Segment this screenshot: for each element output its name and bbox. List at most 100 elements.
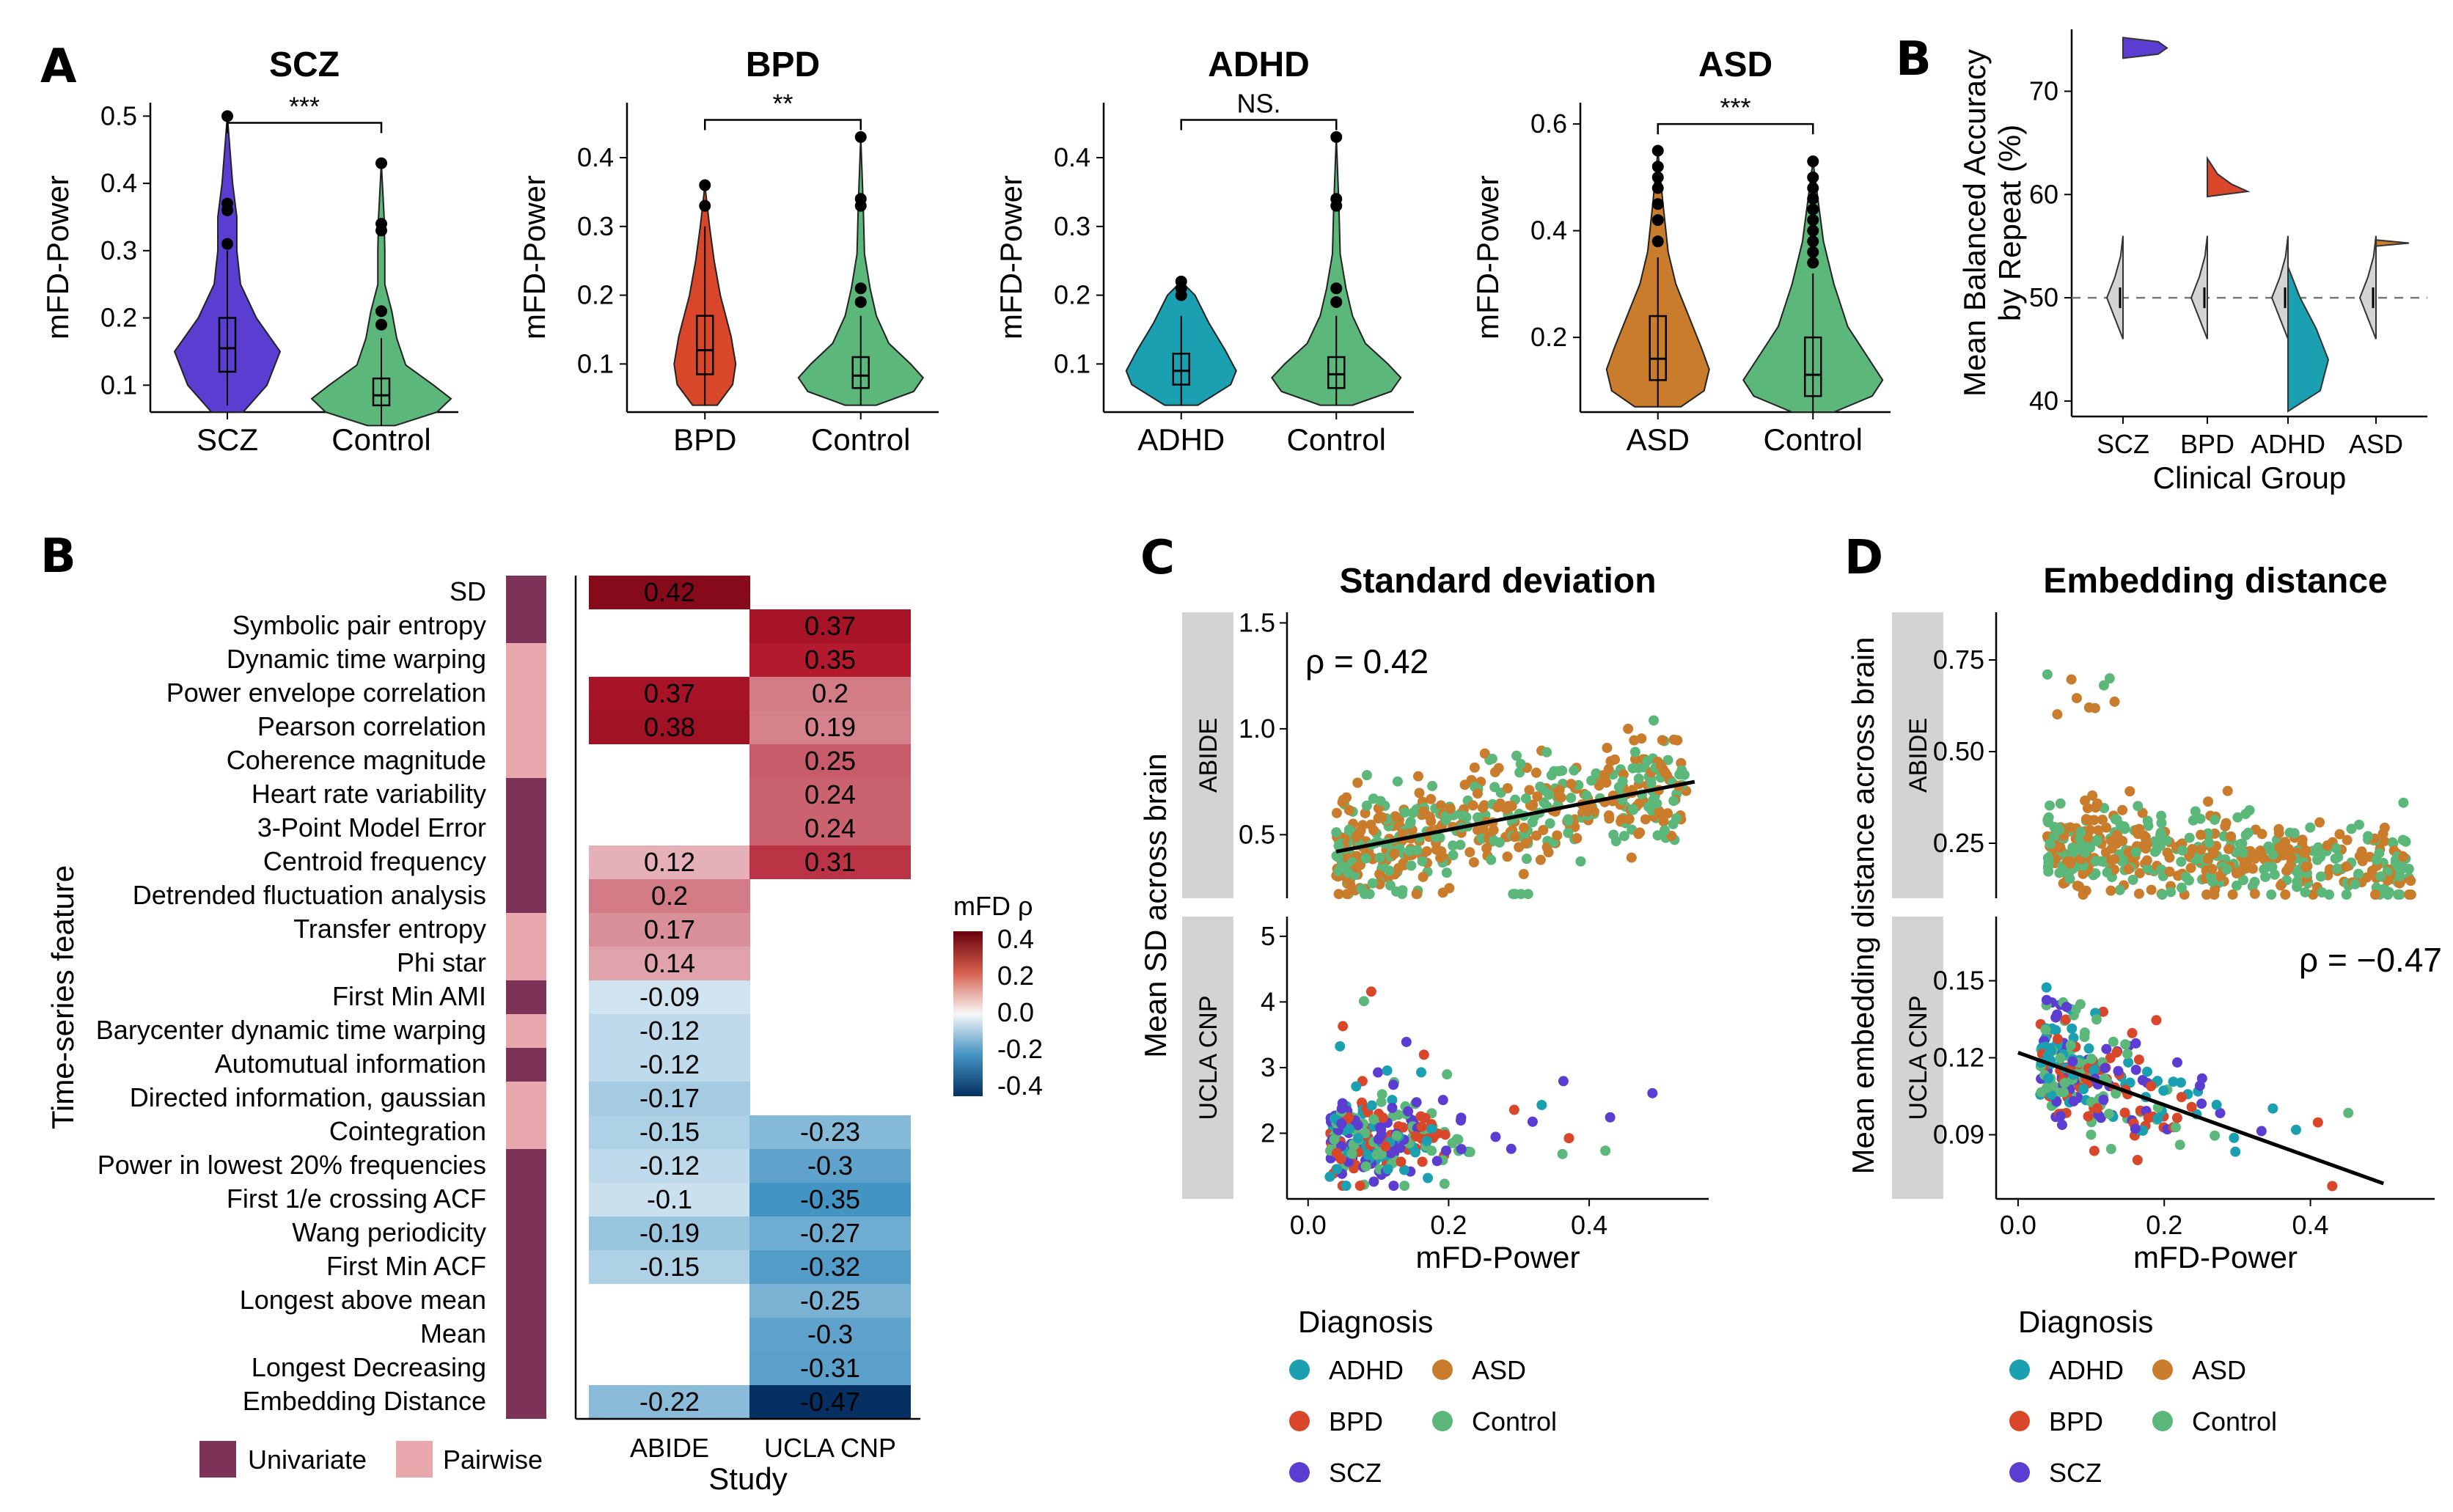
- heatmap-cell-value: 0.14: [644, 948, 695, 978]
- scatter-point: [2383, 889, 2394, 900]
- violin-subplot-adhd: ADHD 0.1 0.2 0.3 0.4 mFD-Power ADHD Control NS.: [994, 45, 1414, 457]
- scatter-point: [1406, 860, 1417, 871]
- scatter-point: [2176, 882, 2187, 893]
- colorbar: [953, 931, 983, 1096]
- scatter-point: [1410, 1131, 1421, 1142]
- scatter-point: [1666, 830, 1677, 841]
- accuracy-half-violin: [2375, 239, 2410, 247]
- scatter-point: [1352, 1133, 1363, 1144]
- scatter-point: [1363, 1150, 1374, 1161]
- feature-category-cell: [506, 980, 546, 1014]
- heatmap-cell-value: 0.31: [804, 847, 856, 877]
- scatter-point: [2371, 854, 2382, 865]
- heatmap-cell: [749, 1351, 911, 1385]
- facet-strip-label: ABIDE: [1195, 718, 1222, 793]
- heatmap-cell: [589, 1183, 750, 1216]
- scatter-point: [1360, 853, 1371, 864]
- scatter-point: [2134, 867, 2145, 878]
- outlier-point: [1330, 193, 1343, 205]
- scatter-point: [1492, 801, 1503, 812]
- scatter-point: [2142, 815, 2153, 826]
- legend-label-asd: ASD: [1472, 1355, 1526, 1385]
- outlier-point: [699, 179, 711, 191]
- scatter-point: [2061, 1002, 2072, 1013]
- scatter-point: [2055, 1053, 2066, 1064]
- scatter-point: [2052, 1033, 2063, 1044]
- violin-control: [310, 163, 452, 427]
- scatter-point: [1343, 804, 1354, 815]
- y-tick-label: 0.5: [100, 100, 137, 131]
- heatmap-cell-value: -0.47: [800, 1387, 860, 1417]
- heatmap-cell: [589, 1115, 750, 1149]
- y-axis-label: mFD-Power: [994, 175, 1028, 340]
- scatter-point: [2353, 819, 2364, 830]
- scatter-point: [1409, 1147, 1420, 1158]
- scatter-point: [2164, 866, 2175, 877]
- scatter-point: [1618, 831, 1629, 842]
- outlier-point: [1651, 161, 1664, 173]
- heatmap-cell-value: -0.17: [639, 1083, 700, 1113]
- scatter-point: [2050, 1012, 2061, 1023]
- colorbar-tick-label: 0.2: [997, 961, 1034, 991]
- scatter-point: [1343, 824, 1354, 835]
- scatter-point: [1373, 1067, 1384, 1078]
- scatter-point: [2070, 1004, 2081, 1015]
- facet-strip: [1892, 917, 1943, 1199]
- scatter-point: [1473, 812, 1484, 823]
- panel-label-b: B: [40, 529, 76, 584]
- scatter-point: [2108, 1036, 2119, 1047]
- scatter-point: [2231, 880, 2242, 891]
- significance-label: **: [772, 88, 793, 118]
- scatter-title: Embedding distance: [2043, 562, 2387, 601]
- scatter-point: [1662, 755, 1673, 766]
- legend-label-pairwise: Pairwise: [443, 1445, 543, 1475]
- scatter-point: [1346, 1148, 1357, 1159]
- diagnosis-legend-c: Diagnosis ADHD ASD BPD Control SCZ: [1289, 1304, 1557, 1488]
- scatter-point: [2122, 1049, 2133, 1060]
- scatter-point: [2111, 814, 2122, 825]
- legend-swatch-univariate: [199, 1441, 236, 1478]
- y-axis-label: Time-series feature: [45, 865, 80, 1129]
- violin-title: ADHD: [1208, 45, 1310, 84]
- feature-label: Transfer entropy: [293, 914, 486, 944]
- scatter-point: [2093, 825, 2104, 836]
- scatter-point: [2083, 1043, 2094, 1054]
- scatter-point: [1640, 814, 1651, 825]
- outlier-point: [221, 110, 233, 122]
- scatter-point: [2067, 1023, 2078, 1034]
- scatter-point: [2249, 876, 2260, 887]
- outlier-point: [375, 218, 387, 230]
- scatter-point: [1375, 796, 1386, 807]
- scatter-point: [2106, 843, 2117, 854]
- scatter-point: [2127, 1027, 2138, 1038]
- heatmap-cell: [749, 812, 911, 845]
- scatter-point: [2041, 982, 2052, 993]
- scatter-point: [2266, 889, 2277, 900]
- scatter-point: [2227, 889, 2238, 900]
- scatter-point: [2343, 1107, 2354, 1118]
- feature-category-cell: [506, 1351, 546, 1385]
- y-tick-label: 0.1: [1054, 348, 1090, 378]
- scatter-point: [1477, 802, 1488, 813]
- scatter-point: [2087, 790, 2098, 801]
- y-axis-label: mFD-Power: [517, 175, 551, 340]
- feature-category-cell: [506, 778, 546, 812]
- y-tick-label: 0.15: [1933, 966, 1984, 996]
- scatter-point: [2130, 847, 2141, 858]
- scatter-point: [2322, 840, 2333, 851]
- scatter-point: [2083, 1111, 2094, 1122]
- violin-subplot-asd: ASD 0.2 0.4 0.6 mFD-Power ASD Control ***: [1470, 45, 1891, 457]
- scatter-point: [1411, 1097, 1422, 1108]
- y-tick-label: 0.50: [1933, 736, 1984, 766]
- scatter-point: [1333, 889, 1344, 900]
- scatter-point: [2156, 810, 2167, 821]
- x-tick-label: 0.0: [2000, 1210, 2036, 1240]
- scatter-point: [2297, 834, 2308, 845]
- heatmap-cell-value: -0.09: [639, 982, 700, 1012]
- accuracy-half-violin: [2122, 37, 2168, 59]
- colorbar-title: mFD ρ: [953, 891, 1033, 921]
- scatter-point: [2055, 798, 2066, 809]
- scatter-point: [1427, 780, 1438, 791]
- scatter-point: [2059, 1077, 2070, 1088]
- scatter-point: [2097, 1006, 2108, 1017]
